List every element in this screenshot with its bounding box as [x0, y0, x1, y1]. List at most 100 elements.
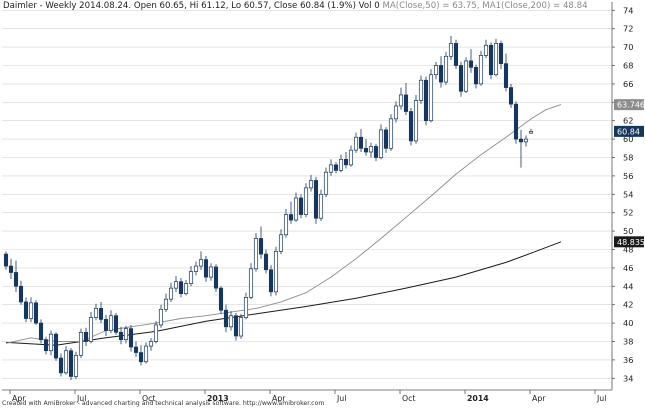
- candle: [43, 336, 49, 355]
- candle-body-up: [193, 265, 199, 272]
- candle-body-down: [333, 164, 339, 171]
- candle-body-down: [38, 322, 44, 341]
- candle: [83, 327, 89, 347]
- candle: [248, 263, 254, 300]
- candle: [268, 265, 274, 297]
- candle-body-up: [238, 317, 244, 337]
- candle: [348, 145, 354, 167]
- y-tick-label: 72: [623, 24, 633, 34]
- ma200-tag-label: 48.8359: [617, 238, 645, 247]
- y-tick-label: 42: [623, 300, 633, 310]
- candle: [503, 53, 509, 92]
- candle: [98, 301, 104, 324]
- y-tick-label: 66: [623, 79, 633, 89]
- candle: [213, 264, 219, 292]
- candle: [193, 261, 199, 276]
- candle-body-up: [353, 136, 359, 151]
- candle-body-up: [278, 234, 284, 252]
- candle: [523, 135, 529, 147]
- candle: [413, 94, 419, 144]
- candle: [238, 313, 244, 339]
- candle-body-down: [113, 315, 119, 333]
- candle-body-up: [108, 315, 114, 331]
- y-tick-label: 50: [623, 226, 633, 236]
- candle-body-up: [443, 55, 449, 83]
- candle: [198, 251, 204, 270]
- candle: [103, 314, 109, 336]
- candle: [293, 192, 299, 222]
- ma200-tag-box: [614, 236, 644, 248]
- candle: [418, 75, 424, 105]
- candle: [18, 280, 24, 305]
- y-tick-label: 48: [623, 245, 633, 255]
- candle: [158, 304, 164, 328]
- candle-body-up: [328, 164, 334, 173]
- candle: [328, 159, 334, 176]
- y-tick-label: 46: [623, 263, 633, 273]
- candle-body-up: [528, 131, 534, 134]
- candle: [23, 297, 29, 323]
- candle: [288, 201, 294, 224]
- candle: [298, 194, 304, 219]
- candle-body-up: [243, 296, 249, 318]
- candle-body-down: [408, 111, 414, 142]
- candle: [353, 132, 359, 153]
- candle-body-down: [33, 302, 39, 324]
- candle-body-down: [383, 129, 389, 149]
- candle: [108, 310, 114, 334]
- candle: [453, 39, 459, 70]
- candle-body-up: [398, 94, 404, 107]
- candle: [118, 326, 124, 345]
- candle: [73, 351, 79, 380]
- candle: [78, 328, 84, 359]
- candle-body-up: [283, 214, 289, 236]
- last-close-tag: 60.84: [614, 125, 644, 137]
- y-tick-label: 68: [623, 61, 633, 71]
- candle-body-down: [343, 158, 349, 166]
- x-tick-label: 2014: [467, 394, 489, 403]
- ma50-tag-label: 63.746: [617, 101, 645, 110]
- candle: [228, 311, 234, 331]
- x-tick-label: Apr: [532, 394, 546, 403]
- candle-body-up: [428, 74, 434, 122]
- candle-body-up: [338, 158, 344, 171]
- candle: [168, 282, 174, 302]
- candle-body-up: [418, 79, 424, 101]
- candle: [383, 127, 389, 153]
- candle-body-down: [423, 79, 429, 122]
- candle-body-up: [183, 283, 189, 295]
- axes: 3436384042444648505254565860626466687072…: [2, 2, 633, 403]
- candle: [488, 42, 494, 80]
- candle: [258, 226, 264, 259]
- x-tick-label: 2013: [207, 394, 229, 403]
- candle: [283, 209, 289, 238]
- candle-body-down: [358, 136, 364, 149]
- candle: [443, 51, 449, 85]
- candle: [338, 154, 344, 173]
- candle: [438, 56, 444, 88]
- candle: [128, 324, 134, 352]
- candle: [48, 330, 54, 356]
- candle-body-down: [8, 265, 14, 273]
- candle-body-up: [293, 197, 299, 221]
- footer-credit: Created with AmiBroker - advanced charti…: [2, 400, 325, 407]
- candle: [278, 229, 284, 255]
- candle-body-up: [163, 298, 169, 310]
- candle: [403, 82, 409, 116]
- candle: [133, 341, 139, 358]
- y-tick-label: 44: [623, 281, 633, 291]
- ma50-readout: MA(Close,50) = 63.75,: [382, 1, 483, 11]
- candle-body-down: [473, 66, 479, 85]
- candle-body-up: [303, 187, 309, 215]
- candle: [243, 292, 249, 320]
- y-tick-label: 62: [623, 116, 633, 126]
- candle: [333, 162, 339, 174]
- quote-text: Daimler - Weekly 2014.08.24. Open 60.65,…: [3, 1, 383, 11]
- candle: [88, 312, 94, 344]
- candle-body-up: [448, 43, 454, 57]
- y-tick-label: 54: [623, 189, 633, 199]
- candle: [273, 246, 279, 296]
- candle-body-up: [463, 60, 469, 92]
- y-tick-label: 70: [623, 42, 633, 52]
